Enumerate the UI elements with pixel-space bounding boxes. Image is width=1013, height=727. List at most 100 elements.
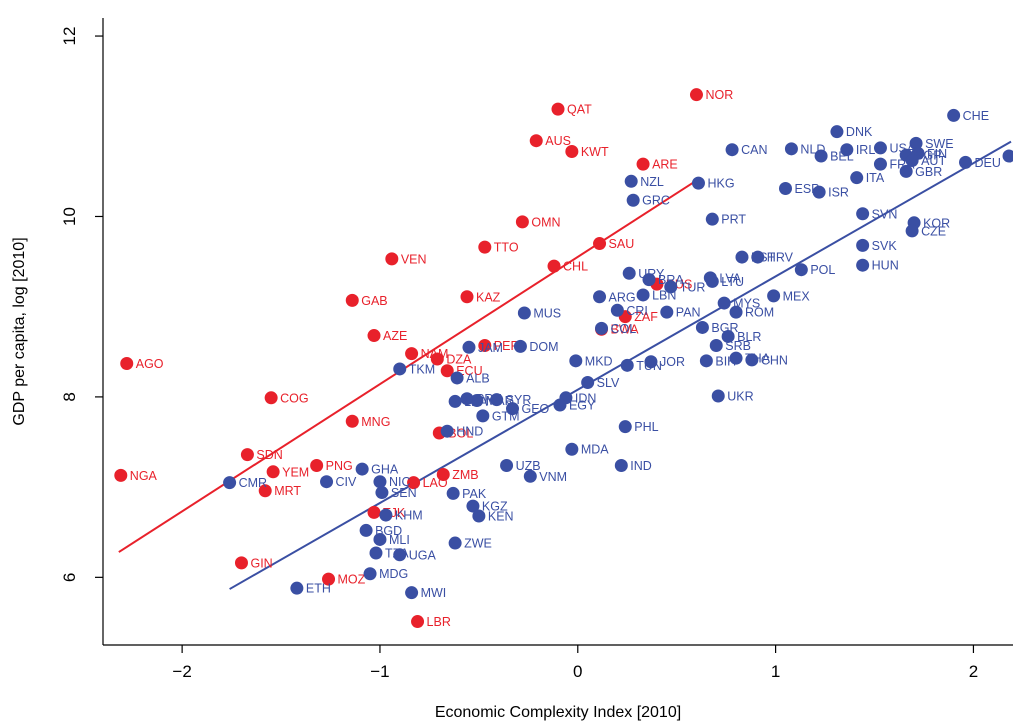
x-tick-label: 0 [573,662,582,681]
point-label: KOR [923,216,950,230]
data-point [905,154,919,168]
data-point [553,398,567,412]
data-point [899,164,913,178]
data-point [462,340,476,354]
data-point [515,215,529,229]
point-label: UKR [727,390,753,404]
point-label: SLV [597,376,620,390]
point-label: GHA [371,463,399,477]
data-point [476,409,490,423]
point-label: PAN [676,306,701,320]
data-point [856,207,870,221]
data-point [466,499,480,513]
point-label: JOR [660,355,685,369]
y-tick-label: 8 [60,392,79,401]
data-point [622,266,636,280]
data-point [699,354,713,368]
data-point [947,108,961,122]
data-point [478,240,492,254]
point-label: BWA [611,323,640,337]
data-point [689,88,703,102]
data-point [1002,149,1013,163]
data-point [593,237,607,251]
data-point [873,141,887,155]
data-point [721,329,735,343]
point-label: NIC [389,475,411,489]
data-point [636,157,650,171]
point-label: ETH [306,582,331,596]
point-label: ALB [466,371,490,385]
x-tick-label: −1 [370,662,389,681]
data-point [636,288,650,302]
data-point [709,338,723,352]
point-label: ARE [652,158,678,172]
data-point [506,402,519,416]
point-label: NOR [705,88,733,102]
data-point [393,548,407,562]
data-point [460,392,474,406]
point-label: MDA [581,443,609,457]
data-point [490,393,504,407]
data-point [624,174,638,188]
point-label: SDN [256,448,282,462]
point-label: THA [745,352,771,366]
point-label: SVN [872,207,898,221]
data-point [618,420,632,434]
data-point [363,567,377,581]
data-point [375,486,389,500]
point-label: DNK [846,125,873,139]
data-point [529,134,543,148]
data-point [440,364,454,378]
data-point [448,536,462,550]
data-point [729,305,743,319]
point-label: CHL [563,260,588,274]
data-point [779,182,792,196]
data-point [717,296,731,310]
point-label: PNG [326,459,353,473]
point-label: DEU [975,156,1001,170]
data-point [310,458,324,472]
point-label: BEL [830,150,854,164]
x-tick-label: −2 [172,662,191,681]
point-label: LTU [721,275,744,289]
point-label: LBN [652,288,676,302]
point-label: VNM [539,470,567,484]
data-point [322,572,336,586]
data-point [240,448,254,462]
data-point [565,145,579,159]
data-point [735,250,749,264]
data-point [385,252,399,266]
point-label: ARG [609,290,636,304]
data-point [705,212,719,226]
point-label: ZMB [452,468,478,482]
point-label: PHL [634,420,658,434]
y-tick-label: 12 [60,27,79,46]
data-point [320,475,334,489]
point-label: IND [630,459,652,473]
data-point [581,375,595,389]
point-label: MOZ [338,573,366,587]
data-point [223,476,237,490]
point-label: KAZ [476,290,501,304]
point-label: PER [494,339,520,353]
data-point [614,458,628,472]
point-label: POL [810,263,835,277]
point-label: MUS [533,307,561,321]
data-point [373,475,387,489]
point-label: AZE [383,329,407,343]
data-point [379,508,393,522]
data-point [359,523,373,537]
blue-fit-line [229,140,1012,590]
point-label: MLI [389,533,410,547]
data-point [355,462,369,476]
x-axis-title: Economic Complexity Index [2010] [435,704,681,721]
point-label: IDN [575,391,597,405]
point-label: COL [611,322,637,336]
data-point [725,143,739,157]
data-point [405,347,419,361]
data-point [620,358,634,372]
data-point [369,546,383,560]
y-axis-title: GDP per capita, log [2010] [11,237,28,425]
data-point [767,289,781,303]
data-layer: NORQATAUSKWTAREOMNSAUTTOVENCHLRUSKAZGABZ… [114,88,1013,629]
